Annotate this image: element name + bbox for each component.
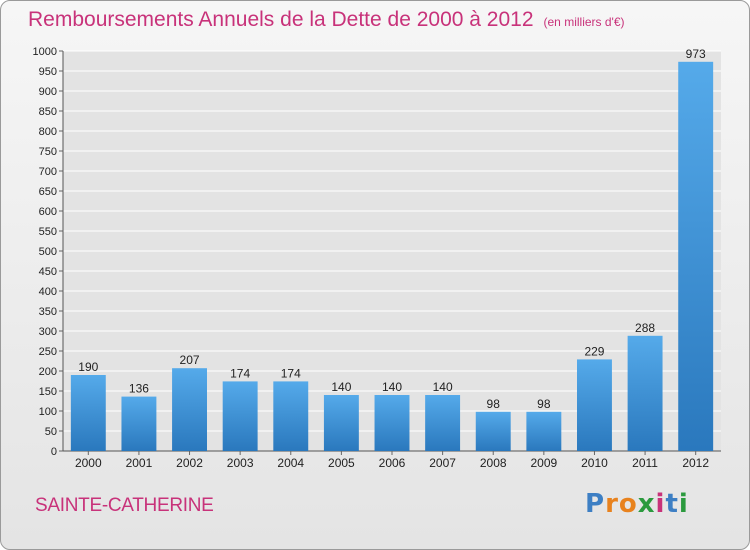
- chart-unit: (en milliers d'€): [543, 15, 625, 29]
- value-label: 98: [537, 397, 551, 411]
- value-label: 140: [433, 380, 453, 394]
- x-tick-label: 2006: [379, 456, 406, 470]
- y-tick-label: 750: [39, 146, 57, 158]
- title-line: Remboursements Annuels de la Dette de 20…: [28, 8, 625, 32]
- logo-letter: r: [605, 489, 619, 519]
- value-label: 288: [635, 321, 655, 335]
- value-label: 190: [78, 360, 98, 374]
- x-tick-label: 2011: [632, 456, 658, 470]
- y-tick-label: 400: [39, 286, 57, 298]
- bar-2002: [172, 368, 208, 451]
- value-label: 136: [129, 382, 149, 396]
- bar-2004: [273, 381, 309, 451]
- logo-letter: P: [585, 489, 606, 519]
- x-tick-label: 2005: [328, 456, 355, 470]
- y-tick-label: 450: [39, 266, 57, 278]
- value-label: 174: [230, 366, 250, 380]
- x-tick-label: 2008: [480, 456, 507, 470]
- x-tick-label: 2010: [581, 456, 608, 470]
- y-tick-label: 800: [39, 126, 57, 138]
- y-tick-label: 300: [39, 326, 57, 338]
- y-tick-label: 0: [51, 446, 57, 458]
- logo-letter: i: [655, 489, 666, 519]
- value-label: 973: [686, 47, 706, 61]
- logo-letter: x: [637, 489, 656, 519]
- value-label: 229: [584, 344, 604, 358]
- value-label: 140: [382, 380, 402, 394]
- value-label: 98: [487, 397, 501, 411]
- x-tick-label: 2004: [277, 456, 304, 470]
- y-tick-label: 500: [39, 246, 57, 258]
- bar-2010: [576, 359, 612, 451]
- y-tick-label: 1000: [33, 46, 57, 58]
- y-tick-label: 200: [39, 366, 57, 378]
- bar-2008: [475, 411, 511, 451]
- bar-2009: [526, 411, 562, 451]
- x-tick-label: 2003: [227, 456, 254, 470]
- y-tick-label: 150: [39, 386, 57, 398]
- value-label: 174: [281, 366, 301, 380]
- logo-letter: i: [678, 489, 689, 519]
- y-tick-label: 950: [39, 66, 57, 78]
- bar-2000: [70, 375, 106, 451]
- proxiti-logo: Proxiti: [585, 489, 689, 519]
- bar-2005: [323, 395, 359, 451]
- y-tick-label: 250: [39, 346, 57, 358]
- y-tick-label: 700: [39, 166, 57, 178]
- y-tick-label: 100: [39, 406, 57, 418]
- x-tick-label: 2002: [176, 456, 203, 470]
- value-label: 207: [180, 353, 200, 367]
- x-tick-label: 2012: [682, 456, 709, 470]
- bar-2007: [425, 395, 461, 451]
- commune-name: SAINTE-CATHERINE: [35, 495, 214, 516]
- bar-2012: [678, 61, 714, 452]
- bar-2006: [374, 395, 410, 451]
- logo-letter: o: [618, 489, 638, 519]
- value-label: 140: [331, 380, 351, 394]
- y-tick-label: 850: [39, 106, 57, 118]
- bar-2001: [121, 396, 157, 451]
- x-tick-label: 2009: [530, 456, 557, 470]
- x-tick-label: 2001: [126, 456, 153, 470]
- y-tick-label: 50: [45, 426, 57, 438]
- x-tick-label: 2000: [75, 456, 102, 470]
- y-tick-label: 600: [39, 206, 57, 218]
- x-tick-label: 2007: [429, 456, 456, 470]
- bar-2003: [222, 381, 258, 451]
- chart-title: Remboursements Annuels de la Dette de 20…: [28, 8, 534, 31]
- y-tick-label: 650: [39, 186, 57, 198]
- y-tick-label: 350: [39, 306, 57, 318]
- y-tick-label: 900: [39, 86, 57, 98]
- bar-2011: [627, 335, 663, 451]
- logo-letter: t: [665, 489, 679, 519]
- y-tick-label: 550: [39, 226, 57, 238]
